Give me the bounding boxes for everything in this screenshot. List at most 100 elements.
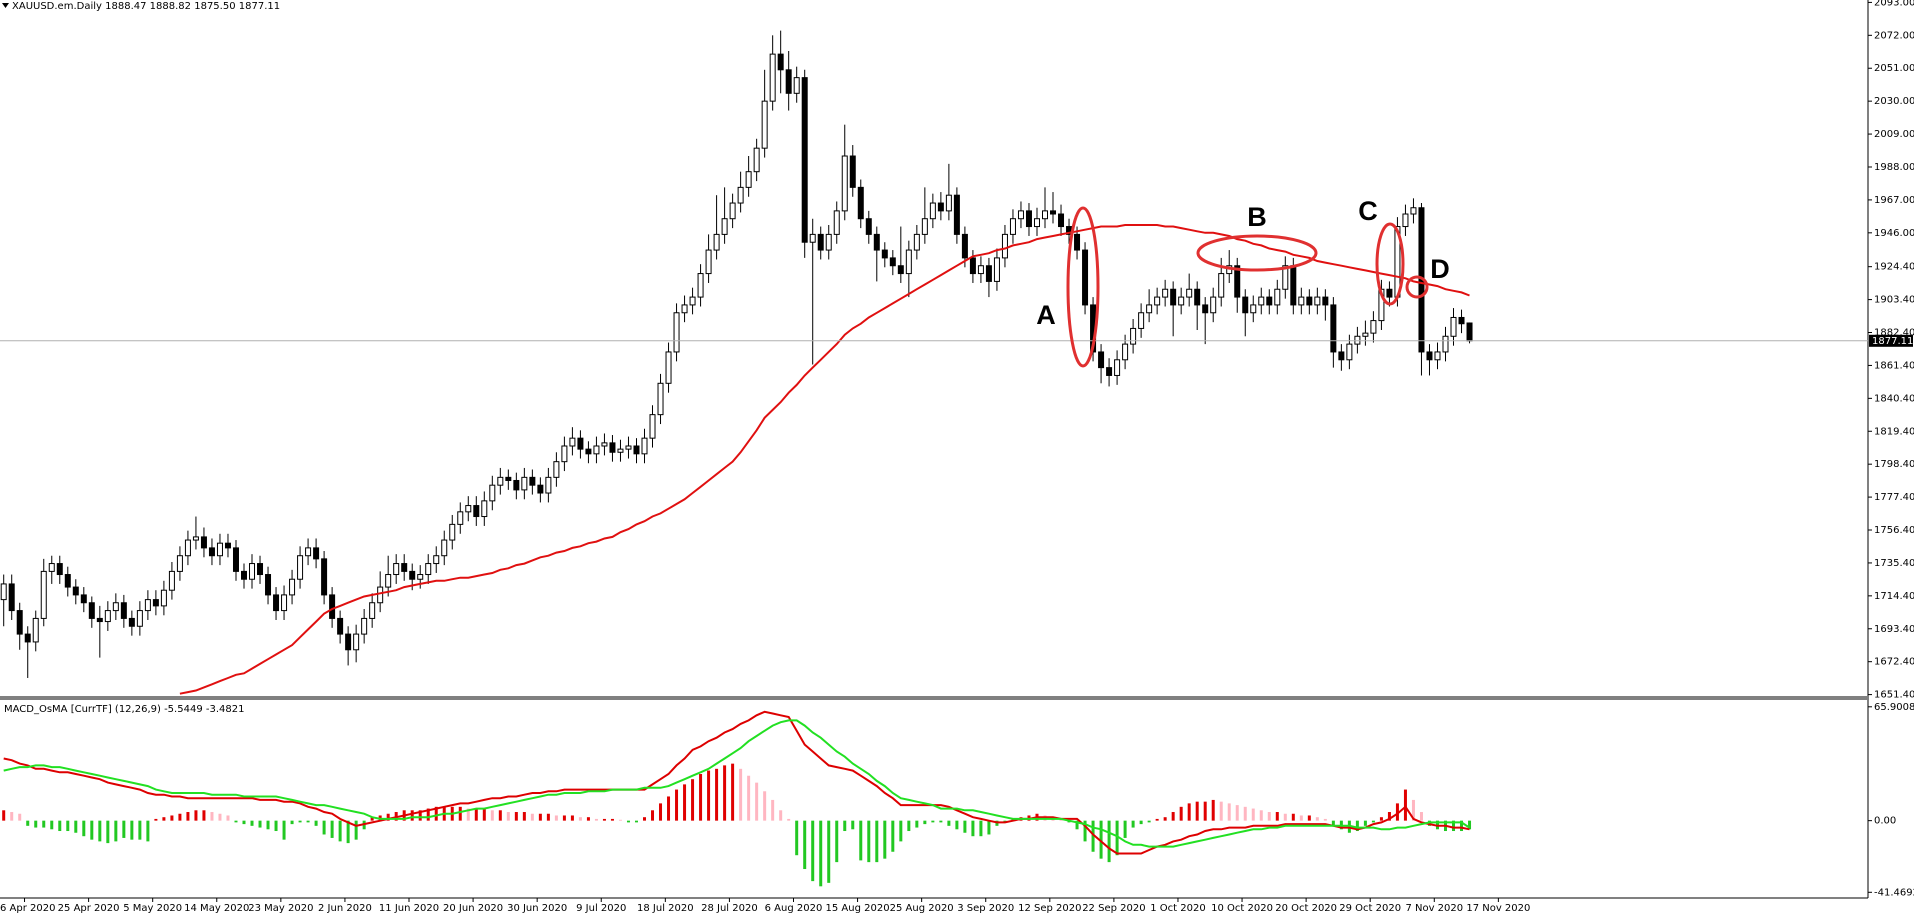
histogram-bar [1251,808,1255,821]
candle-body [913,233,920,251]
histogram-bar [1275,812,1279,821]
histogram-bar [1123,820,1127,838]
histogram-bar [274,820,278,832]
histogram-bar [10,812,14,821]
histogram-bar [1411,799,1415,821]
y-tick-label: 1967.00 [1874,195,1914,206]
x-tick-label: 23 May 2020 [248,903,313,914]
histogram-bar [290,820,294,825]
candle-body [521,476,528,491]
candle-body [777,53,784,71]
histogram-bar [546,813,550,821]
candle-body [1386,288,1393,298]
histogram-bar [875,820,879,863]
candle-body [1001,233,1008,259]
candle-body [977,265,984,275]
x-tick-label: 28 Jul 2020 [701,903,758,914]
candle-body [481,500,488,518]
candle-body [809,233,816,243]
histogram-bar [562,815,566,821]
candle-body [889,257,896,267]
candle-body [1098,351,1105,369]
histogram-bar [819,820,823,887]
candle-body [1354,335,1361,345]
candle-body [168,570,175,591]
histogram-bar [747,775,751,821]
histogram-bar [851,820,855,830]
candle-body [681,304,688,314]
candle-body [1330,304,1337,353]
candle-body [873,233,880,251]
candle-body [513,479,520,491]
candle-body [465,505,472,513]
histogram-bar [330,820,334,838]
histogram-bar [643,817,646,821]
candle-body [641,437,648,455]
histogram-bar [1099,820,1103,859]
histogram-bar [755,782,759,821]
y-tick-label: 1714.40 [1874,591,1914,602]
histogram-bar [98,820,102,842]
histogram-bar [522,812,526,821]
histogram-bar [1211,799,1215,821]
candle-body [577,437,584,450]
histogram-bar [739,768,743,821]
y-tick-label: 2051.00 [1874,63,1914,74]
histogram-bar [578,817,582,821]
candle-body [1266,296,1273,306]
candle-body [1458,316,1465,325]
candle-body [377,586,384,604]
candle-body [1162,288,1169,298]
histogram-bar [314,820,318,826]
y-tick-label: 1777.40 [1874,492,1914,503]
y-tick-label: 1882.40 [1874,328,1914,339]
histogram-bar [1243,806,1247,821]
y-tick-label: 1946.00 [1874,228,1914,239]
candle-body [1370,320,1377,334]
annotation-ellipse [1066,206,1100,368]
x-tick-label: 7 Nov 2020 [1405,903,1463,914]
candle-body [593,445,600,455]
histogram-bar [1323,818,1327,821]
candle-body [609,442,616,453]
histogram-bar [170,815,174,821]
y-tick-label: 1651.40 [1874,690,1914,701]
candle-body [1025,210,1032,228]
candle-body [1346,343,1353,361]
candle-body [1466,322,1473,342]
candle-body [329,594,336,619]
indicator-title: MACD_OsMA [CurrTF] (12,26,9) [4,704,161,715]
annotation-label: A [1036,300,1056,330]
candle-body [881,249,888,259]
histogram-bar [26,820,30,826]
candle-body [401,563,408,572]
histogram-bar [570,815,574,821]
candle-body [144,599,151,612]
histogram-bar [835,820,839,863]
candle-body [945,194,952,212]
candle-body [601,442,608,447]
histogram-bar [434,806,438,821]
histogram-bar [154,818,158,821]
histogram-bar [899,820,903,842]
histogram-bar [723,765,727,821]
candle-body [585,448,592,455]
histogram-bar [1075,820,1079,830]
candle-body [937,202,944,212]
candle-body [489,484,496,502]
histogram-bar [1179,806,1183,821]
histogram-bar [586,817,590,821]
histogram-bar [1452,820,1456,832]
candle-body [833,210,840,235]
candle-body [297,555,304,580]
x-tick-label: 9 Jul 2020 [576,903,626,914]
histogram-bar [234,820,238,823]
annotation-label: D [1430,254,1450,284]
histogram-bar [210,812,214,821]
histogram-bar [226,815,230,821]
candle-body [665,351,672,384]
candle-body [1362,332,1369,337]
histogram-bar [2,810,6,821]
candle-body [208,547,215,557]
histogram-bar [1203,801,1207,821]
